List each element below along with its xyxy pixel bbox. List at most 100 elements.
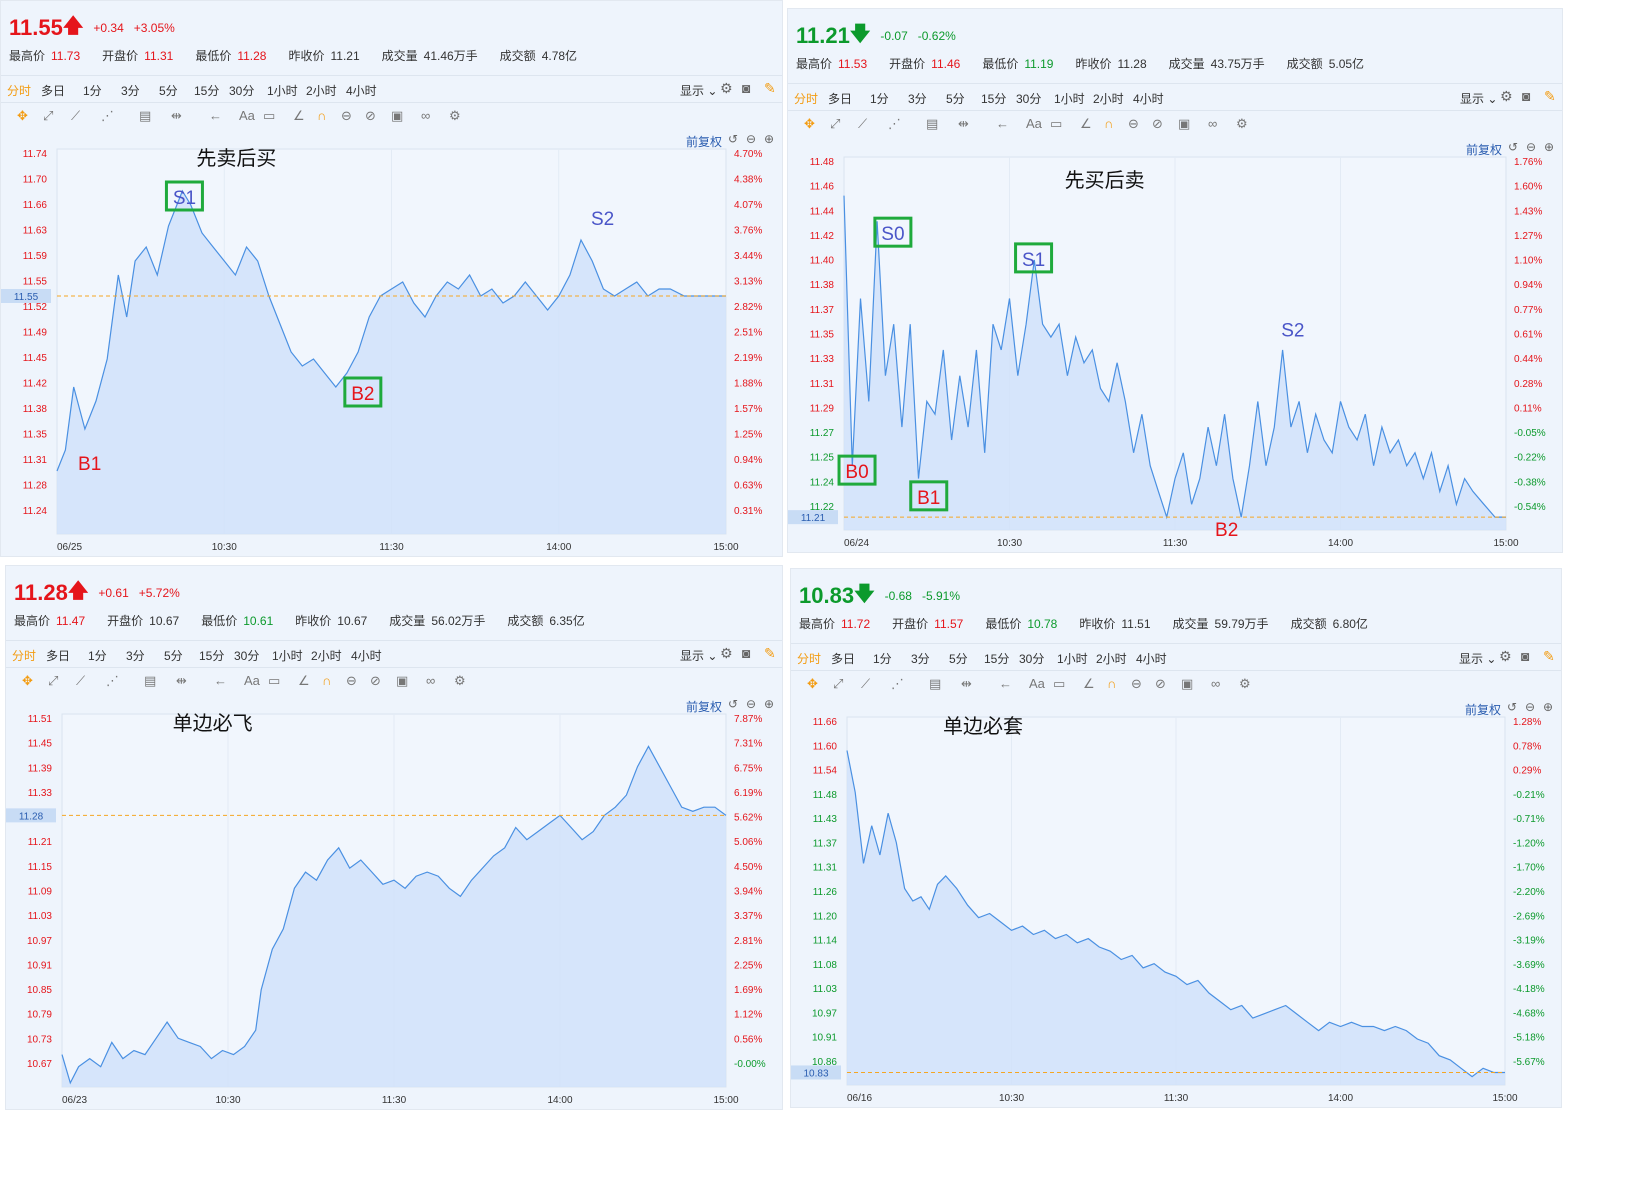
link-icon[interactable]: ∞ [426, 673, 436, 688]
undo-icon[interactable]: ↺ [1508, 140, 1519, 154]
ray-icon[interactable]: ⟋ [71, 108, 81, 123]
settings-icon[interactable]: ⚙ [1239, 676, 1251, 691]
move-icon[interactable]: ✥ [17, 108, 28, 123]
tab-period[interactable]: 3分 [911, 652, 930, 666]
settings-icon[interactable]: ⚙ [449, 108, 461, 123]
settings-icon[interactable]: ⚙ [1499, 648, 1512, 664]
tab-period[interactable]: 2小时 [306, 84, 337, 98]
magnet-icon[interactable]: ∩ [317, 108, 327, 123]
tab-period[interactable]: 1小时 [1054, 92, 1085, 106]
tab-period[interactable]: 2小时 [1093, 92, 1124, 106]
delete-icon[interactable]: ▣ [396, 673, 409, 688]
text-icon[interactable]: Aa [244, 673, 260, 688]
tab-period[interactable]: 分时 [794, 92, 819, 106]
zoom-in-icon[interactable]: ⊕ [1543, 700, 1554, 714]
zoom-out-icon[interactable]: ⊖ [1525, 700, 1536, 714]
settings-icon[interactable]: ⚙ [1236, 116, 1248, 131]
lock-icon[interactable]: ⊖ [346, 673, 357, 688]
tab-period[interactable]: 5分 [946, 92, 965, 106]
magnet-icon[interactable]: ∩ [1107, 676, 1117, 691]
tab-period[interactable]: 分时 [7, 84, 32, 98]
pencil-icon[interactable]: ✎ [764, 80, 776, 96]
pen-icon[interactable]: ∠ [293, 108, 305, 123]
tab-period[interactable]: 多日 [831, 652, 856, 666]
hide-icon[interactable]: ⊘ [1152, 116, 1163, 131]
polyline-icon[interactable]: ⋰ [891, 676, 904, 691]
settings-icon[interactable]: ⚙ [454, 673, 466, 688]
tab-period[interactable]: 30分 [229, 84, 255, 98]
tab-period[interactable]: 多日 [41, 84, 66, 98]
display-dropdown[interactable]: 显示 ⌄ [680, 649, 718, 663]
tab-period[interactable]: 15分 [194, 84, 220, 98]
camera-icon[interactable]: ◙ [742, 645, 751, 661]
tab-period[interactable]: 15分 [981, 92, 1007, 106]
move-icon[interactable]: ✥ [807, 676, 818, 691]
polyline-icon[interactable]: ⋰ [106, 673, 119, 688]
zoom-out-icon[interactable]: ⊖ [746, 697, 757, 711]
move-icon[interactable]: ✥ [22, 673, 33, 688]
ray-icon[interactable]: ⟋ [76, 673, 86, 688]
shape-icon[interactable]: ▤ [926, 116, 939, 131]
tab-period[interactable]: 3分 [908, 92, 927, 106]
line-icon[interactable]: ⤢ [830, 116, 841, 131]
tab-period[interactable]: 1小时 [267, 84, 298, 98]
adjust-mode-link[interactable]: 前复权 [686, 135, 723, 149]
tab-period[interactable]: 4小时 [351, 649, 382, 663]
delete-icon[interactable]: ▣ [1181, 676, 1194, 691]
shape-icon[interactable]: ▤ [139, 108, 152, 123]
camera-icon[interactable]: ◙ [1522, 88, 1531, 104]
tab-period[interactable]: 多日 [828, 92, 853, 106]
magnet-icon[interactable]: ∩ [1104, 116, 1114, 131]
zoom-in-icon[interactable]: ⊕ [764, 697, 775, 711]
line-icon[interactable]: ⤢ [43, 108, 54, 123]
adjust-mode-link[interactable]: 前复权 [1466, 143, 1503, 157]
tab-period[interactable]: 2小时 [1096, 652, 1127, 666]
tab-period[interactable]: 1分 [873, 652, 892, 666]
display-dropdown[interactable]: 显示 ⌄ [1459, 652, 1497, 666]
tab-period[interactable]: 4小时 [1133, 92, 1164, 106]
tab-period[interactable]: 5分 [949, 652, 968, 666]
tab-period[interactable]: 4小时 [346, 84, 377, 98]
undo-icon[interactable]: ↺ [1507, 700, 1518, 714]
link-icon[interactable]: ∞ [1211, 676, 1221, 691]
settings-icon[interactable]: ⚙ [720, 80, 733, 96]
arrow-icon[interactable]: ← [999, 676, 1012, 691]
ray-icon[interactable]: ⟋ [861, 676, 871, 691]
tab-period[interactable]: 30分 [234, 649, 260, 663]
arrow-icon[interactable]: ← [214, 673, 227, 688]
text-icon[interactable]: Aa [1029, 676, 1045, 691]
settings-icon[interactable]: ⚙ [1500, 88, 1513, 104]
adjust-mode-link[interactable]: 前复权 [1465, 703, 1502, 717]
text-icon[interactable]: Aa [1026, 116, 1042, 131]
comment-icon[interactable]: ▭ [263, 108, 276, 123]
pencil-icon[interactable]: ✎ [764, 645, 776, 661]
tab-period[interactable]: 多日 [46, 649, 71, 663]
settings-icon[interactable]: ⚙ [720, 645, 733, 661]
tab-period[interactable]: 1小时 [272, 649, 303, 663]
tab-period[interactable]: 30分 [1016, 92, 1042, 106]
display-dropdown[interactable]: 显示 ⌄ [680, 84, 718, 98]
ray-icon[interactable]: ⟋ [858, 116, 868, 131]
delete-icon[interactable]: ▣ [1178, 116, 1191, 131]
shape-icon[interactable]: ▤ [929, 676, 942, 691]
tab-period[interactable]: 30分 [1019, 652, 1045, 666]
link-icon[interactable]: ∞ [1208, 116, 1218, 131]
tab-period[interactable]: 分时 [12, 649, 37, 663]
tab-period[interactable]: 3分 [121, 84, 140, 98]
camera-icon[interactable]: ◙ [1521, 648, 1530, 664]
tab-period[interactable]: 3分 [126, 649, 145, 663]
undo-icon[interactable]: ↺ [728, 697, 739, 711]
move-icon[interactable]: ✥ [804, 116, 815, 131]
line-icon[interactable]: ⤢ [48, 673, 59, 688]
tab-period[interactable]: 1分 [870, 92, 889, 106]
polyline-icon[interactable]: ⋰ [888, 116, 901, 131]
measure-icon[interactable]: ⇹ [958, 116, 969, 131]
tab-period[interactable]: 1小时 [1057, 652, 1088, 666]
hide-icon[interactable]: ⊘ [365, 108, 376, 123]
tab-period[interactable]: 2小时 [311, 649, 342, 663]
line-icon[interactable]: ⤢ [833, 676, 844, 691]
lock-icon[interactable]: ⊖ [1131, 676, 1142, 691]
pencil-icon[interactable]: ✎ [1543, 648, 1555, 664]
arrow-icon[interactable]: ← [209, 108, 222, 123]
shape-icon[interactable]: ▤ [144, 673, 157, 688]
